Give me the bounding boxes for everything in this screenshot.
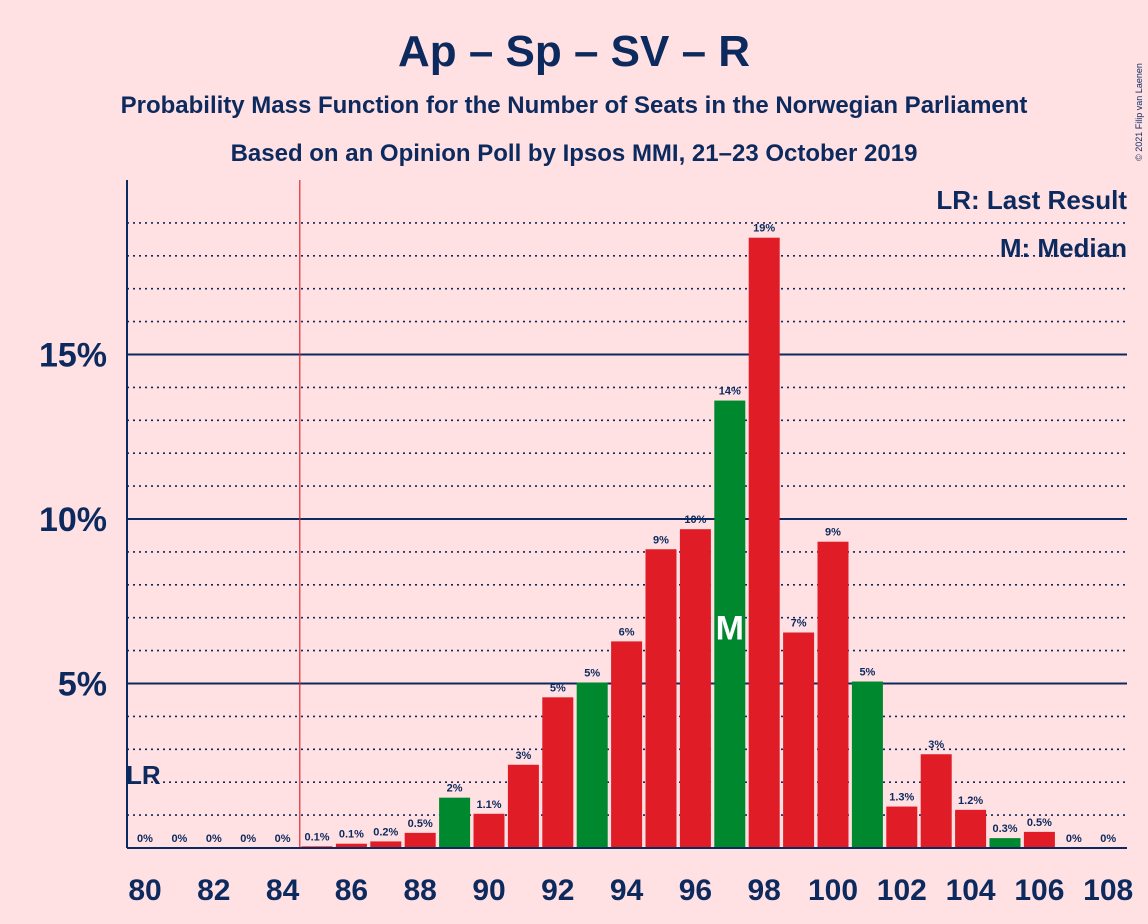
bar-seats-87 [370, 841, 402, 848]
last-result-marker: LR [126, 760, 161, 790]
bar-seats-89 [439, 797, 471, 848]
data-label-seats-101: 5% [859, 667, 875, 679]
x-tick-label: 90 [472, 874, 505, 907]
data-label-seats-82: 0% [206, 833, 222, 845]
data-label-seats-89: 2% [447, 783, 463, 795]
data-label-seats-105: 0.3% [992, 823, 1017, 835]
x-tick-label: 80 [128, 874, 161, 907]
x-tick-label: 100 [808, 874, 858, 907]
bar-seats-103 [920, 754, 952, 848]
y-tick-label: 5% [58, 666, 107, 704]
data-label-seats-100: 9% [825, 527, 841, 539]
copyright-notice: © 2021 Filip van Laenen [1134, 63, 1144, 161]
data-label-seats-98: 19% [753, 223, 775, 235]
data-label-seats-81: 0% [171, 833, 187, 845]
x-tick-label: 84 [266, 874, 300, 907]
data-label-seats-94: 6% [619, 626, 635, 638]
y-axis-ticks: 5% 10% 15% [39, 337, 107, 704]
data-label-seats-83: 0% [240, 833, 256, 845]
legend-last-result: LR: Last Result [936, 185, 1127, 215]
bar-seats-91 [507, 764, 539, 848]
bar-seats-88 [404, 832, 436, 848]
bar-seats-104 [955, 809, 987, 848]
data-label-seats-96: 10% [684, 514, 706, 526]
x-tick-label: 86 [335, 874, 368, 907]
chart-subtitle-1: Probability Mass Function for the Number… [121, 92, 1028, 119]
data-label-seats-103: 3% [928, 739, 944, 751]
chart-subtitle-2: Based on an Opinion Poll by Ipsos MMI, 2… [231, 140, 918, 167]
data-label-seats-84: 0% [275, 833, 291, 845]
x-tick-label: 104 [946, 874, 996, 907]
data-label-seats-92: 5% [550, 682, 566, 694]
bar-seats-92 [542, 697, 574, 848]
data-label-seats-87: 0.2% [373, 826, 398, 838]
data-label-seats-102: 1.3% [889, 792, 914, 804]
x-tick-label: 92 [541, 874, 574, 907]
data-label-seats-91: 3% [515, 750, 531, 762]
data-labels: 0% 0% 0% 0% 0% 0.1% 0.1% 0.2% 0.5% 2% 1.1% 3% 5% 5% 6%… [137, 223, 1116, 845]
bar-seats-94 [611, 641, 643, 848]
bar-seats-98 [748, 237, 780, 848]
bars [301, 237, 1055, 848]
bar-seats-97 [714, 400, 746, 848]
bar-seats-105 [989, 838, 1021, 848]
legend-median: M: Median [1000, 233, 1127, 263]
bar-seats-93 [576, 682, 608, 848]
x-tick-label: 102 [877, 874, 927, 907]
data-label-seats-93: 5% [584, 668, 600, 680]
bar-seats-106 [1023, 831, 1055, 848]
x-tick-label: 94 [610, 874, 644, 907]
x-axis-ticks: 80 82 84 86 88 90 92 94 96 98 100 102 104 106 108 [128, 874, 1133, 907]
bar-seats-95 [645, 549, 677, 848]
data-label-seats-80: 0% [137, 833, 153, 845]
x-tick-label: 96 [679, 874, 712, 907]
data-label-seats-99: 7% [791, 618, 807, 630]
bar-seats-90 [473, 813, 505, 848]
median-marker: M [716, 610, 744, 648]
data-label-seats-97: 14% [719, 386, 741, 398]
bar-seats-101 [851, 681, 883, 848]
data-label-seats-107: 0% [1066, 833, 1082, 845]
bar-seats-96 [679, 529, 711, 848]
bar-seats-100 [817, 541, 849, 848]
data-label-seats-85: 0.1% [304, 831, 329, 843]
data-label-seats-95: 9% [653, 534, 669, 546]
y-tick-label: 10% [39, 501, 107, 539]
data-label-seats-86: 0.1% [339, 829, 364, 841]
data-label-seats-106: 0.5% [1027, 817, 1052, 829]
chart-title: Ap – Sp – SV – R [398, 27, 750, 76]
x-tick-label: 98 [748, 874, 781, 907]
bar-seats-86 [335, 843, 367, 848]
x-tick-label: 88 [404, 874, 437, 907]
bar-seats-102 [886, 806, 918, 848]
x-tick-label: 108 [1083, 874, 1133, 907]
x-tick-label: 106 [1014, 874, 1064, 907]
data-label-seats-88: 0.5% [408, 818, 433, 830]
y-tick-label: 15% [39, 337, 107, 375]
x-tick-label: 82 [197, 874, 230, 907]
bar-seats-99 [783, 632, 815, 848]
data-label-seats-104: 1.2% [958, 795, 983, 807]
data-label-seats-108: 0% [1100, 833, 1116, 845]
data-label-seats-90: 1.1% [476, 799, 501, 811]
